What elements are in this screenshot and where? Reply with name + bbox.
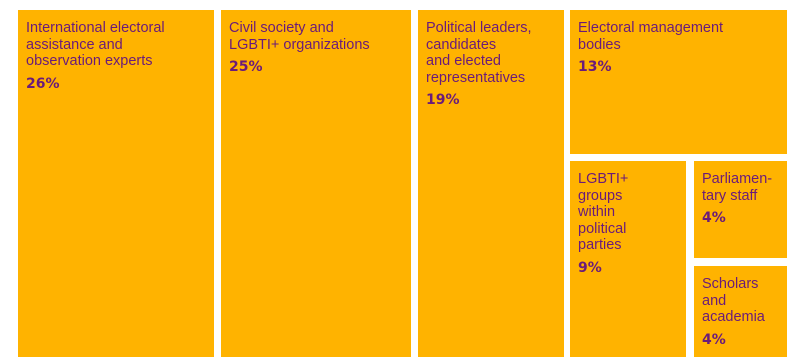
tile-electoral-management-bodies: Electoral management bodies 13% bbox=[570, 10, 787, 154]
tile-label: Electoral management bodies bbox=[578, 20, 724, 53]
tile-value: 4% bbox=[702, 210, 726, 226]
tile-label: Parliamen- tary staff bbox=[702, 171, 773, 204]
tile-political-leaders: Political leaders, candidates and electe… bbox=[418, 10, 564, 357]
tile-scholars-academia: Scholars and academia 4% bbox=[694, 266, 787, 357]
tile-label: Scholars and academia bbox=[702, 276, 765, 325]
tile-value: 4% bbox=[702, 331, 726, 348]
tile-value: 25% bbox=[229, 59, 263, 75]
tile-value: 9% bbox=[578, 259, 602, 276]
tile-lgbti-groups-political-parties: LGBTI+ groups within political parties 9… bbox=[570, 161, 686, 357]
tile-value: 19% bbox=[426, 92, 460, 108]
tile-value: 26% bbox=[26, 75, 60, 92]
tile-parliamentary-staff: Parliamen- tary staff 4% bbox=[694, 161, 787, 258]
tile-label: International electoral assistance and o… bbox=[26, 20, 165, 69]
tile-value: 13% bbox=[578, 59, 612, 75]
tile-label: Political leaders, candidates and electe… bbox=[426, 20, 532, 86]
tile-international-electoral-experts: International electoral assistance and o… bbox=[18, 10, 214, 357]
tile-label: LGBTI+ groups within political parties bbox=[578, 171, 629, 253]
tile-civil-society-lgbti-organizations: Civil society and LGBTI+ organizations 2… bbox=[221, 10, 411, 357]
tile-label: Civil society and LGBTI+ organizations bbox=[229, 20, 370, 53]
